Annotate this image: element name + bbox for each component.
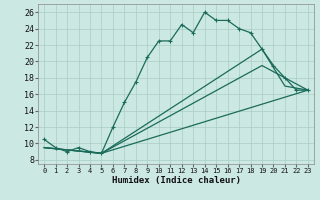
X-axis label: Humidex (Indice chaleur): Humidex (Indice chaleur) <box>111 176 241 185</box>
